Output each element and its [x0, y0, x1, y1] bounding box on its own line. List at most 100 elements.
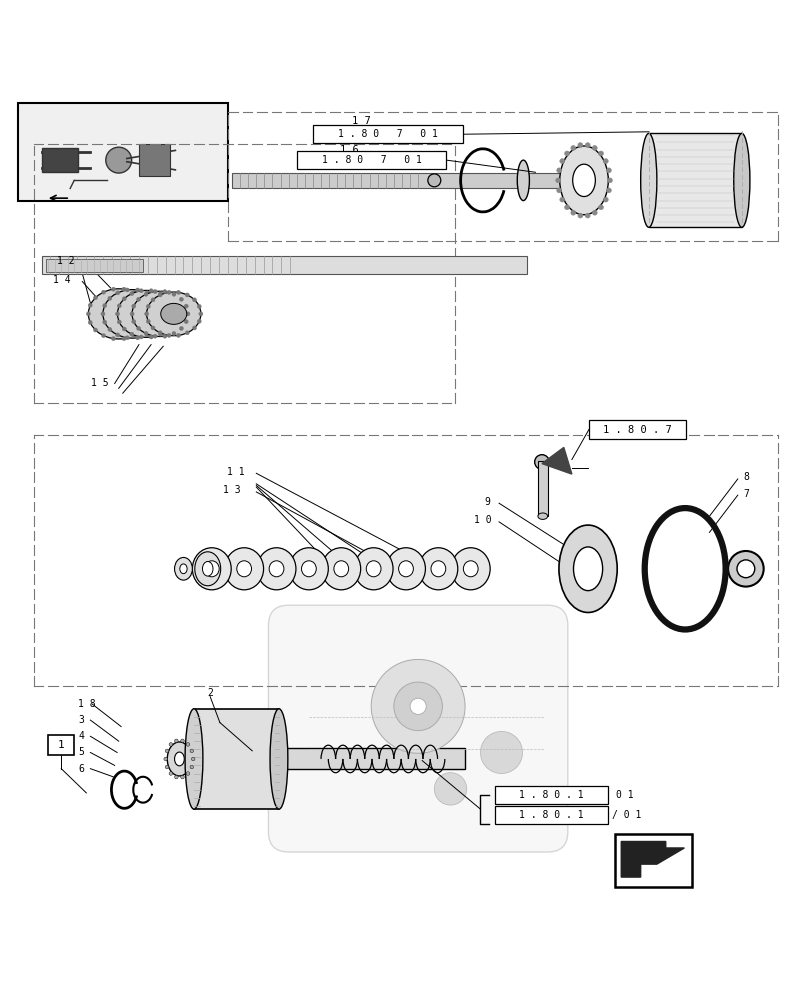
Circle shape — [192, 326, 196, 330]
Circle shape — [115, 291, 119, 295]
Text: 4: 4 — [78, 731, 84, 741]
Ellipse shape — [161, 303, 187, 324]
Circle shape — [191, 757, 195, 761]
Bar — [18, 103, 228, 201]
Circle shape — [606, 168, 611, 173]
Text: 8: 8 — [742, 472, 748, 482]
Bar — [279, 748, 465, 769]
Text: 1 0: 1 0 — [474, 515, 491, 525]
Ellipse shape — [147, 303, 174, 325]
Circle shape — [130, 332, 134, 336]
Circle shape — [186, 772, 190, 775]
Bar — [495, 786, 607, 804]
Circle shape — [190, 765, 193, 769]
Text: 1 2: 1 2 — [58, 256, 75, 266]
FancyBboxPatch shape — [268, 605, 567, 852]
Circle shape — [145, 320, 149, 324]
Ellipse shape — [640, 133, 656, 227]
Circle shape — [131, 290, 135, 294]
Circle shape — [151, 298, 155, 302]
Circle shape — [598, 151, 603, 156]
Circle shape — [93, 296, 97, 300]
Circle shape — [166, 327, 170, 331]
Ellipse shape — [301, 561, 315, 577]
Circle shape — [181, 775, 184, 779]
Circle shape — [115, 333, 119, 337]
Polygon shape — [541, 447, 571, 474]
Circle shape — [131, 304, 135, 308]
Text: 1 4: 1 4 — [54, 275, 71, 285]
Ellipse shape — [431, 561, 445, 577]
Circle shape — [371, 659, 465, 753]
Circle shape — [171, 320, 175, 324]
Polygon shape — [620, 841, 684, 877]
Circle shape — [158, 293, 162, 297]
Circle shape — [167, 290, 171, 294]
Ellipse shape — [174, 752, 184, 766]
Circle shape — [105, 147, 131, 173]
Circle shape — [131, 320, 135, 324]
Circle shape — [102, 304, 106, 308]
Circle shape — [153, 334, 157, 338]
Ellipse shape — [132, 291, 187, 337]
Circle shape — [163, 290, 167, 294]
Circle shape — [144, 331, 148, 336]
Circle shape — [136, 326, 140, 330]
Circle shape — [169, 743, 173, 746]
Circle shape — [555, 178, 560, 183]
Circle shape — [144, 292, 148, 296]
Circle shape — [139, 335, 143, 339]
Circle shape — [393, 682, 442, 731]
Circle shape — [427, 174, 440, 187]
Text: 1 3: 1 3 — [223, 485, 241, 495]
Circle shape — [577, 143, 582, 148]
Circle shape — [480, 731, 522, 774]
Ellipse shape — [195, 552, 221, 586]
Circle shape — [174, 739, 178, 743]
Ellipse shape — [167, 742, 191, 776]
Circle shape — [186, 312, 190, 316]
Circle shape — [166, 297, 170, 301]
Circle shape — [117, 320, 121, 324]
Circle shape — [197, 319, 201, 323]
Circle shape — [130, 292, 134, 296]
Circle shape — [86, 312, 90, 316]
Circle shape — [570, 210, 575, 215]
Circle shape — [736, 560, 754, 578]
Circle shape — [174, 775, 178, 779]
Circle shape — [145, 291, 149, 295]
Circle shape — [181, 739, 184, 743]
Circle shape — [556, 168, 561, 173]
Ellipse shape — [202, 562, 212, 576]
Ellipse shape — [270, 709, 287, 809]
Circle shape — [434, 773, 466, 805]
Circle shape — [184, 320, 188, 324]
Circle shape — [169, 772, 173, 775]
Ellipse shape — [104, 302, 133, 326]
Text: 1 . 8 0 . 1: 1 . 8 0 . 1 — [519, 790, 583, 800]
Circle shape — [153, 290, 157, 294]
Circle shape — [172, 331, 176, 336]
Ellipse shape — [118, 290, 174, 337]
Circle shape — [179, 326, 183, 330]
Circle shape — [534, 455, 548, 469]
Ellipse shape — [147, 292, 200, 336]
Text: 3: 3 — [78, 715, 84, 725]
Circle shape — [139, 296, 144, 300]
Circle shape — [158, 304, 162, 308]
Ellipse shape — [179, 564, 187, 574]
Circle shape — [149, 335, 153, 339]
Ellipse shape — [537, 513, 547, 519]
Ellipse shape — [517, 160, 529, 201]
Circle shape — [145, 333, 149, 337]
Circle shape — [101, 312, 105, 316]
Ellipse shape — [289, 548, 328, 590]
Circle shape — [606, 188, 611, 193]
Ellipse shape — [333, 561, 348, 577]
Circle shape — [88, 320, 92, 324]
Circle shape — [135, 336, 139, 340]
Circle shape — [570, 146, 575, 150]
Circle shape — [139, 289, 143, 293]
Circle shape — [93, 328, 97, 332]
Text: 1 6: 1 6 — [340, 145, 358, 155]
